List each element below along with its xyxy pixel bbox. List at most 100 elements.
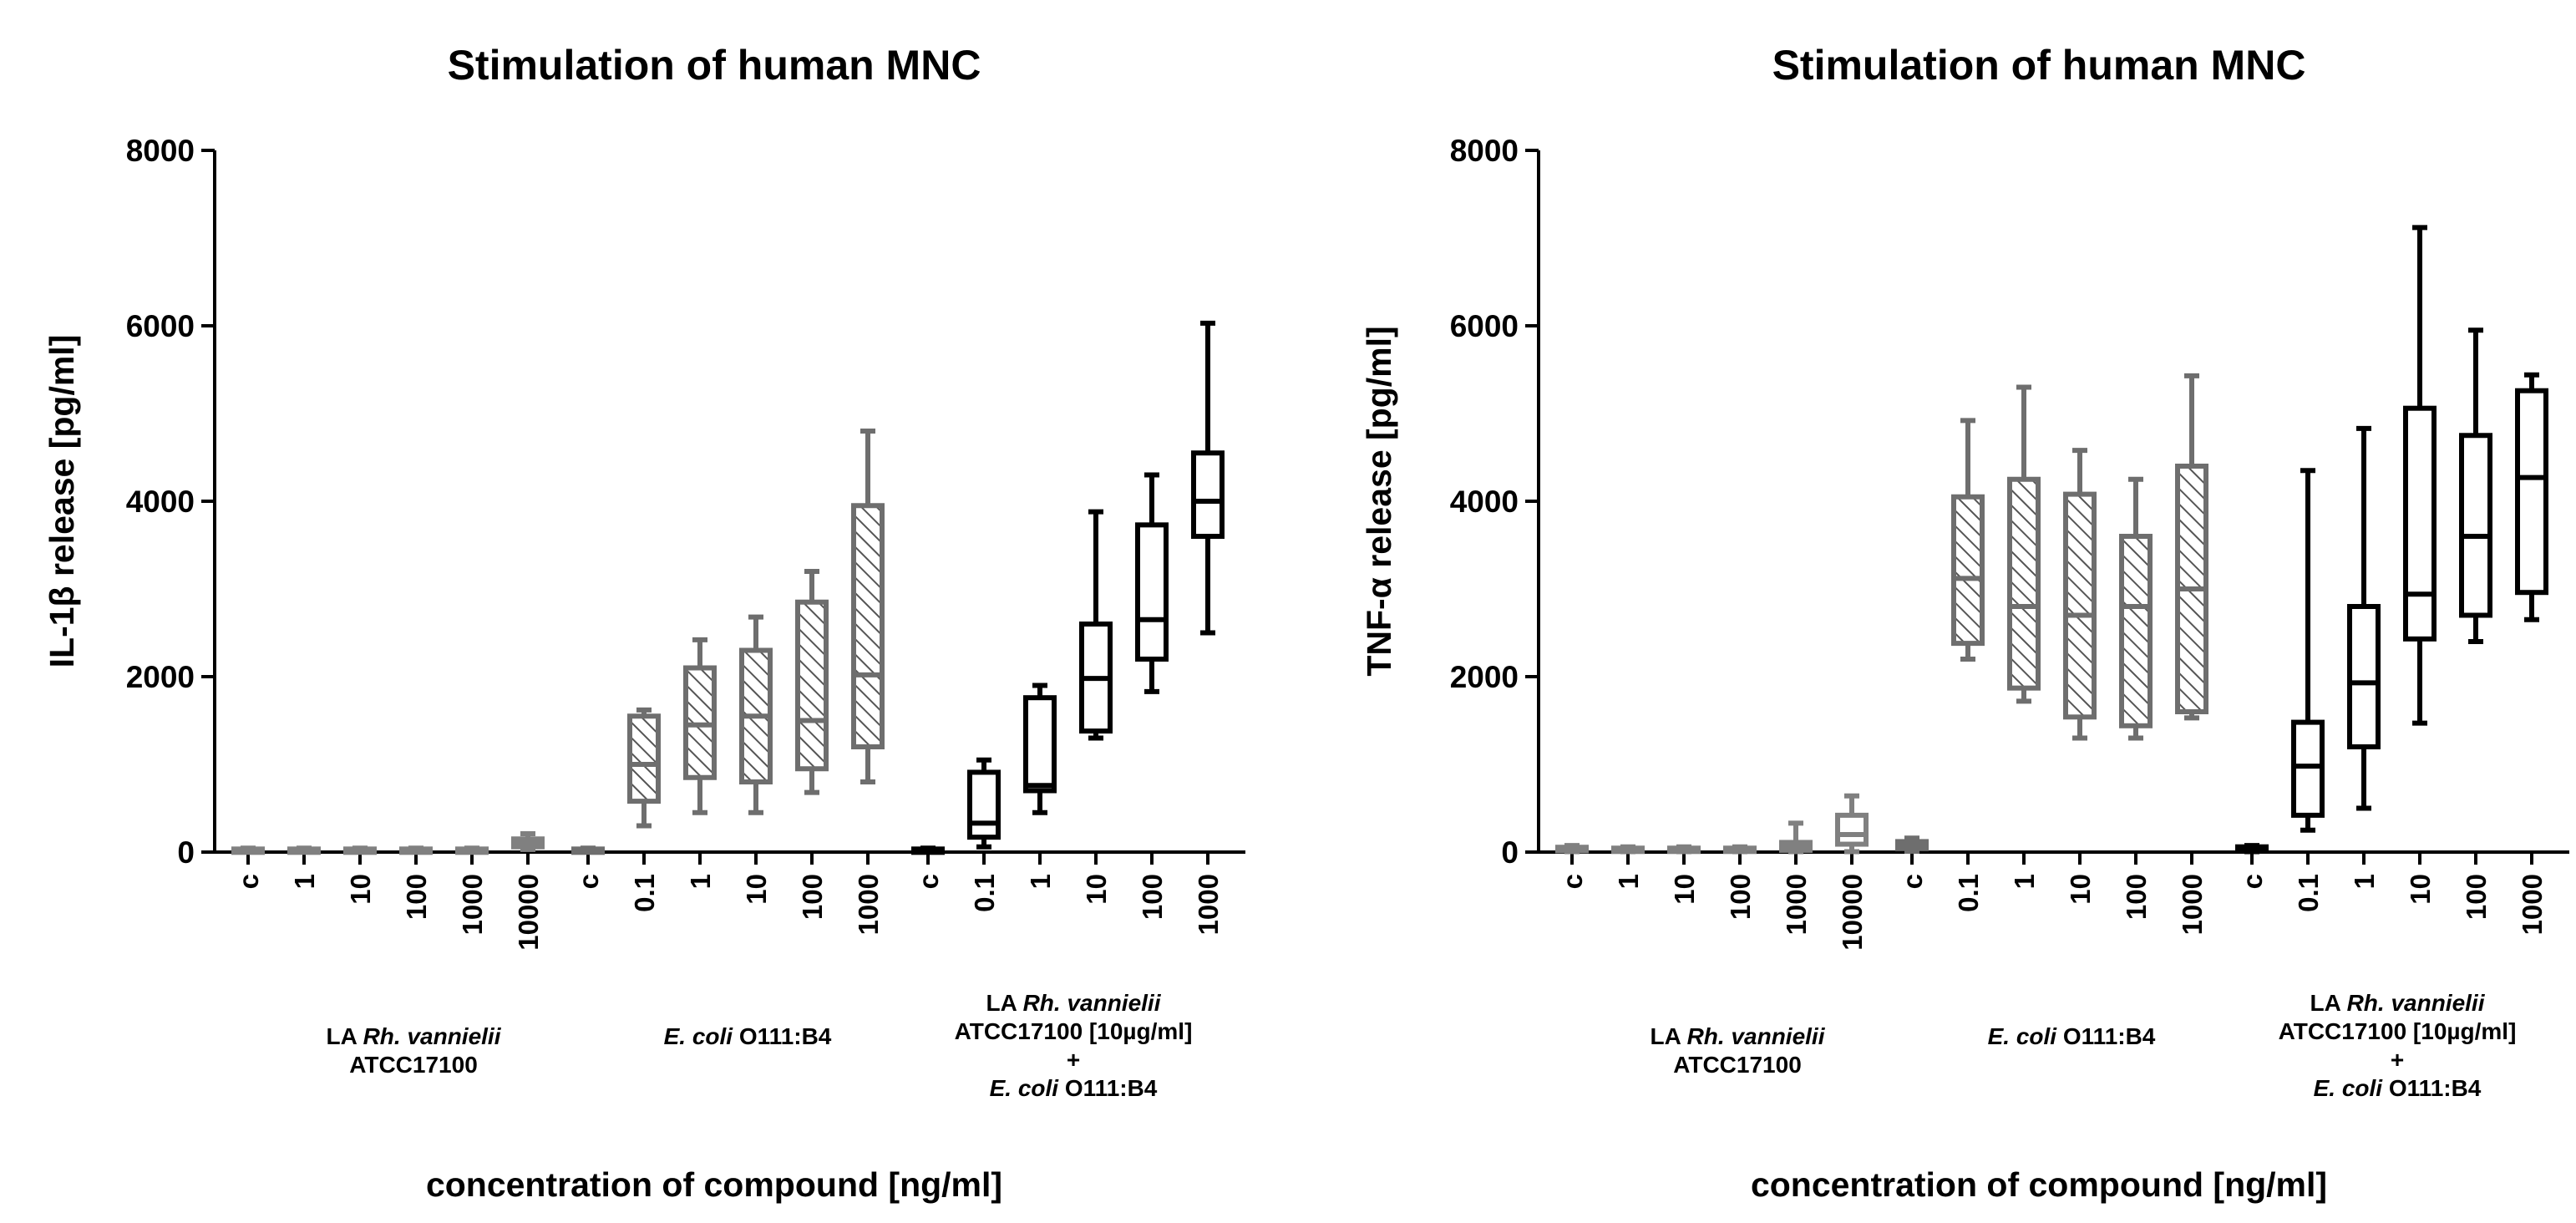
x-tick-label: 0.1 — [969, 874, 1000, 912]
group-label-line: LA Rh. vannielii — [326, 1023, 501, 1049]
box — [2459, 433, 2492, 618]
group-label-text: LA — [1650, 1023, 1686, 1049]
group-label-line: LA Rh. vannielii — [986, 990, 1161, 1016]
plot-area: 0 2000 4000 6000 8000 c 1 10 100 1000 10000 LA Rh. … — [126, 134, 1245, 1101]
group-label-text: LA — [2310, 990, 2346, 1016]
x-tick-label: 1000 — [1781, 874, 1812, 935]
x-tick-label: 0.1 — [629, 874, 660, 912]
box — [1023, 695, 1057, 794]
x-tick-label: 1 — [2349, 874, 2380, 889]
y-axis-label: TNF-α release [pg/ml] — [1360, 326, 1398, 676]
x-tick-label: 10 — [2065, 874, 2096, 905]
group-label-text: O111:B4 — [733, 1023, 832, 1049]
group-label-line: E. coli O111:B4 — [1988, 1023, 2156, 1049]
x-tick-label: 100 — [1725, 874, 1756, 920]
group-label-text: ATCC17100 [10µg/ml] — [955, 1018, 1193, 1044]
x-tick-label: 1000 — [853, 874, 884, 935]
x-tick-label: 1 — [2009, 874, 2040, 889]
y-tick-label: 4000 — [1450, 485, 1519, 519]
x-tick-label: c — [573, 874, 604, 889]
chart-title: Stimulation of human MNC — [448, 42, 981, 89]
x-tick-label: 100 — [2461, 874, 2492, 920]
group-label-italic: Rh. vannielii — [363, 1023, 502, 1049]
x-tick-label: 0.1 — [1953, 874, 1984, 912]
y-tick-label: 8000 — [126, 134, 195, 168]
x-tick-label: c — [233, 874, 264, 889]
y-tick-label: 2000 — [126, 660, 195, 694]
group-label-text: O111:B4 — [1058, 1075, 1158, 1101]
group-label-text: LA — [326, 1023, 363, 1049]
x-tick-label: 10000 — [513, 874, 544, 951]
group-label-line: ATCC17100 — [1673, 1052, 1802, 1078]
y-tick-label: 6000 — [1450, 309, 1519, 343]
group-label-line: E. coli O111:B4 — [2314, 1075, 2482, 1101]
x-axis-label: concentration of compound [ng/ml] — [1751, 1165, 2327, 1204]
chart-title: Stimulation of human MNC — [1772, 42, 2306, 89]
group-label-italic: E. coli — [2314, 1075, 2384, 1101]
group-label-line: + — [1067, 1047, 1080, 1073]
group-label-line: ATCC17100 — [349, 1052, 478, 1078]
group-label-line: + — [2391, 1047, 2404, 1073]
group-label-italic: Rh. vannielii — [2347, 990, 2486, 1016]
y-tick-label: 0 — [1501, 835, 1519, 870]
box — [2007, 476, 2041, 691]
x-tick-label: 1000 — [1193, 874, 1224, 935]
group-label-line: LA Rh. vannielii — [2310, 990, 2485, 1016]
plot-area: 0 2000 4000 6000 8000 c 1 10 100 1000 10000 LA Rh. … — [1450, 134, 2569, 1101]
group-label-text: ATCC17100 — [1673, 1052, 1802, 1078]
group-label-line: E. coli O111:B4 — [990, 1075, 1158, 1101]
y-axis-label: IL-1β release [pg/ml] — [43, 335, 81, 668]
group-label-italic: E. coli — [664, 1023, 734, 1049]
y-tick-label: 2000 — [1450, 660, 1519, 694]
box — [1191, 450, 1225, 539]
x-tick-label: 10 — [345, 874, 376, 905]
x-tick-label: 1 — [685, 874, 716, 889]
box — [2403, 405, 2437, 642]
chart-panel-il1b: Stimulation of human MNC IL-1β release [… — [43, 42, 1245, 1204]
x-tick-label: 10 — [741, 874, 772, 905]
x-tick-label: 100 — [797, 874, 828, 920]
group-label-line: E. coli O111:B4 — [664, 1023, 832, 1049]
group-label-text: O111:B4 — [2382, 1075, 2482, 1101]
x-tick-label: c — [2237, 874, 2268, 889]
group-label-italic: Rh. vannielii — [1023, 990, 1162, 1016]
box — [1835, 812, 1869, 847]
box — [967, 769, 1001, 840]
x-tick-label: 10 — [2405, 874, 2436, 905]
x-tick-label: 100 — [2121, 874, 2152, 920]
x-tick-label: c — [1897, 874, 1928, 889]
x-tick-label: 1 — [289, 874, 320, 889]
group-label-text: + — [2391, 1047, 2404, 1073]
group-label-text: O111:B4 — [2056, 1023, 2156, 1049]
box — [795, 599, 829, 772]
box — [851, 503, 885, 749]
x-tick-label: 1 — [1613, 874, 1644, 889]
x-tick-label: 10 — [1081, 874, 1112, 905]
group-label-line: ATCC17100 [10µg/ml] — [955, 1018, 1193, 1044]
group-label-text: + — [1067, 1047, 1080, 1073]
x-tick-label: 10000 — [1837, 874, 1868, 951]
box — [2347, 604, 2381, 749]
y-tick-label: 4000 — [126, 485, 195, 519]
x-tick-label: 10 — [1669, 874, 1700, 905]
group-label-line: ATCC17100 [10µg/ml] — [2279, 1018, 2517, 1044]
group-label-italic: E. coli — [990, 1075, 1060, 1101]
chart-panel-tnfa: Stimulation of human MNC TNF-α release [… — [1360, 42, 2569, 1204]
box — [2515, 388, 2548, 596]
x-tick-label: 1000 — [2517, 874, 2548, 935]
x-tick-label: 1 — [1025, 874, 1056, 889]
group-label-italic: E. coli — [1988, 1023, 2058, 1049]
x-tick-label: c — [1557, 874, 1588, 889]
group-label-text: LA — [986, 990, 1022, 1016]
x-axis-label: concentration of compound [ng/ml] — [426, 1165, 1002, 1204]
x-tick-label: 1000 — [2177, 874, 2208, 935]
group-label-text: ATCC17100 [10µg/ml] — [2279, 1018, 2517, 1044]
box — [1135, 522, 1169, 662]
group-label-italic: Rh. vannielii — [1687, 1023, 1826, 1049]
group-label-line: LA Rh. vannielii — [1650, 1023, 1825, 1049]
x-tick-label: 100 — [401, 874, 432, 920]
x-tick-label: 100 — [1137, 874, 1168, 920]
box — [2119, 534, 2153, 728]
x-tick-label: c — [913, 874, 944, 889]
